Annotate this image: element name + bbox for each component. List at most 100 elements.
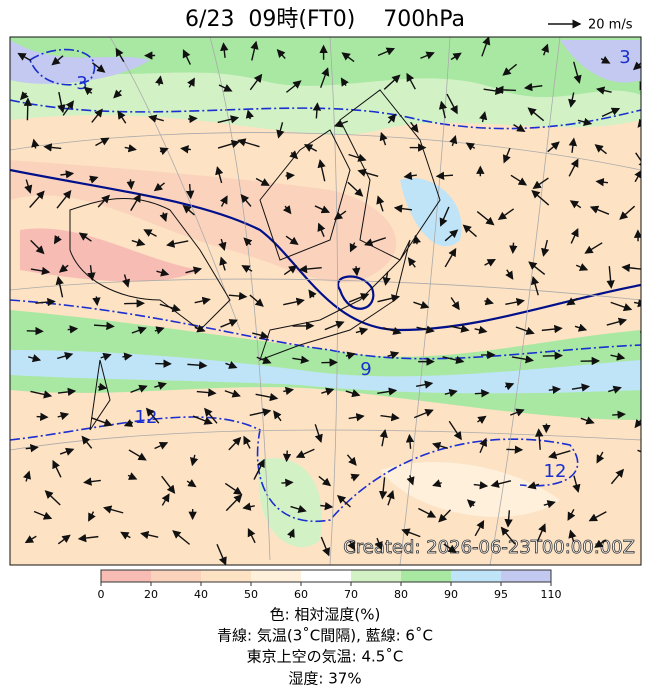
wind-arrow (186, 479, 197, 488)
wind-arrow (97, 382, 108, 392)
colorbar-segment (401, 570, 451, 582)
colorbar-tick-label: 90 (444, 588, 458, 601)
wind-arrow (55, 276, 64, 298)
wind-arrow (476, 211, 495, 226)
wind-arrow (575, 263, 589, 271)
wind-arrow (407, 257, 417, 268)
wind-arrow (449, 135, 458, 147)
wind-arrow (438, 509, 451, 523)
wind-arrow (450, 52, 462, 61)
colorbar-segment (501, 570, 551, 582)
wind-arrow (298, 264, 322, 274)
contour-label: 3 (619, 47, 630, 68)
wind-arrow (570, 228, 579, 244)
scale-label: 20 m/s (588, 18, 633, 33)
wind-arrow (584, 242, 603, 254)
wind-arrow (479, 437, 488, 453)
wind-arrow (89, 175, 99, 184)
wind-arrow (393, 204, 413, 213)
wind-arrow (252, 331, 269, 340)
wind-arrow (57, 91, 66, 114)
wind-arrow (140, 530, 159, 540)
wind-arrow (347, 181, 364, 197)
wind-arrow (386, 490, 395, 506)
wind-arrow (594, 144, 607, 155)
wind-arrow (185, 184, 195, 200)
wind-arrow (543, 500, 556, 509)
wind-arrow (60, 170, 75, 179)
wind-arrow (431, 441, 449, 450)
wind-arrow (574, 323, 588, 332)
wind-arrow (228, 291, 248, 301)
wind-arrow (23, 97, 32, 121)
wind-arrow (387, 351, 400, 360)
wind-arrow (59, 447, 75, 456)
wind-arrow (449, 324, 470, 333)
wind-arrow (92, 296, 101, 306)
wind-arrow (494, 85, 517, 95)
wind-arrow (418, 507, 437, 518)
wind-arrow (531, 275, 540, 296)
wind-arrow (276, 49, 286, 59)
wind-arrow (573, 61, 582, 84)
wind-arrow (126, 179, 135, 190)
wind-arrow (317, 159, 326, 182)
wind-arrow (194, 324, 206, 333)
wind-arrow (403, 171, 417, 180)
wind-arrow (321, 387, 335, 396)
wind-arrow (619, 205, 636, 220)
wind-arrow (285, 80, 302, 93)
wind-arrow (225, 494, 243, 512)
wind-arrow (187, 361, 208, 370)
wind-arrow (502, 147, 511, 164)
wind-arrow (17, 52, 32, 62)
wind-arrow (541, 239, 550, 257)
wind-arrow (217, 139, 240, 149)
wind-arrow (56, 189, 72, 209)
colorbar-tick-label: 95 (494, 588, 508, 601)
wind-arrow (243, 435, 252, 449)
wind-arrow (382, 326, 402, 335)
wind-arrow (568, 529, 577, 543)
wind-arrow (588, 511, 607, 522)
wind-arrow (286, 528, 295, 539)
wind-arrow (341, 52, 355, 63)
wind-arrow (130, 193, 141, 211)
colorbar-tick-label: 80 (394, 588, 408, 601)
wind-arrow (241, 265, 253, 273)
wind-arrow (159, 147, 169, 156)
wind-arrow (182, 49, 191, 65)
wind-arrow (113, 89, 123, 99)
wind-arrow (412, 234, 421, 245)
wind-arrow (473, 481, 489, 490)
wind-arrow (444, 247, 457, 268)
wind-arrow (610, 301, 633, 312)
wind-arrow (123, 419, 134, 427)
wind-arrow (317, 222, 326, 237)
wind-arrow (567, 508, 576, 521)
wind-arrow (285, 235, 299, 245)
wind-arrow (345, 389, 361, 398)
wind-arrow (67, 325, 79, 334)
wind-arrow (634, 169, 641, 183)
wind-arrow (406, 72, 416, 90)
wind-arrow (509, 242, 518, 254)
wind-arrow (374, 537, 383, 551)
wind-arrow (87, 265, 96, 282)
wind-arrow (345, 351, 356, 360)
colorbar-frame (100, 569, 552, 583)
wind-arrow (505, 269, 514, 280)
wind-arrow (249, 294, 264, 307)
wind-arrow (281, 478, 294, 488)
wind-arrow (249, 408, 272, 417)
wind-arrow (81, 435, 93, 449)
wind-arrow (477, 415, 487, 424)
wind-arrow (100, 352, 112, 361)
wind-arrow (481, 37, 491, 57)
wind-arrow (569, 200, 582, 209)
wind-arrow (182, 204, 195, 216)
wind-arrow (606, 317, 628, 326)
wind-arrow (444, 388, 458, 398)
wind-arrow (378, 477, 388, 500)
wind-arrow (30, 266, 51, 276)
